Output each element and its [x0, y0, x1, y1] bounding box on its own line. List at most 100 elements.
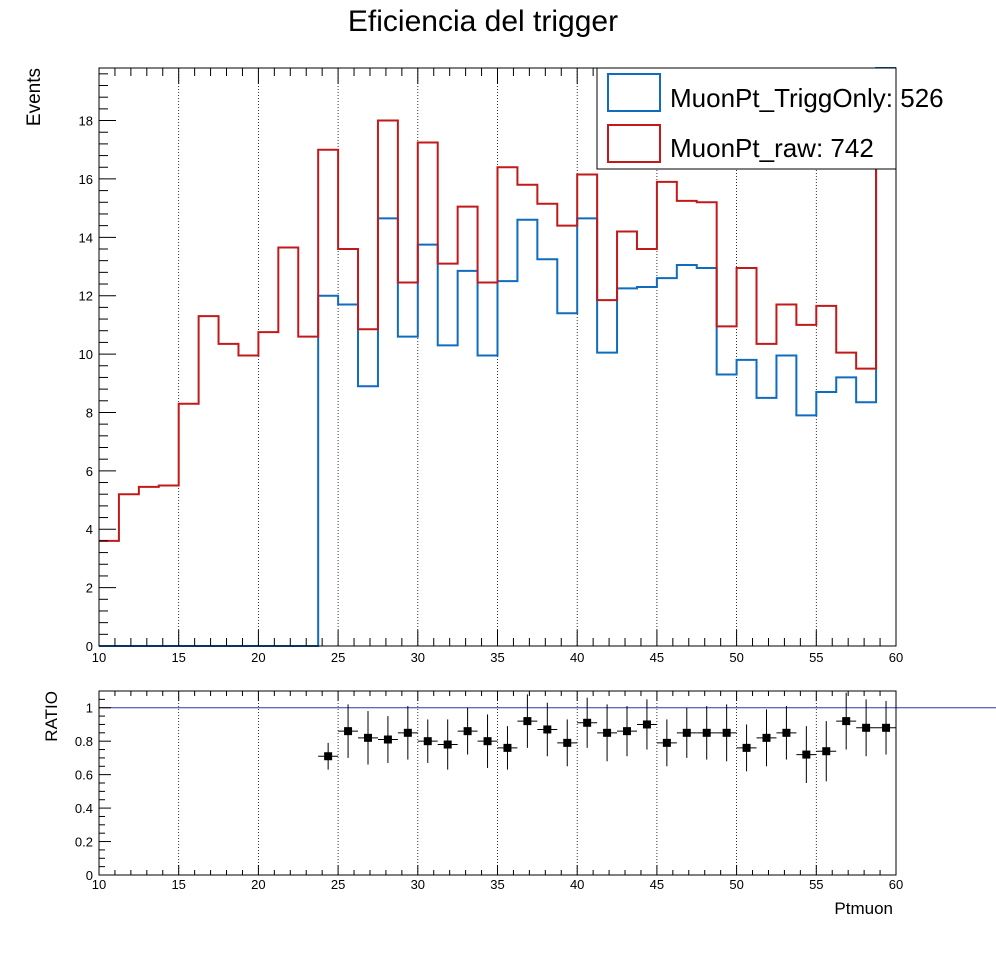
y-tick-label: 0.4 [75, 801, 93, 816]
ratio-marker [722, 728, 731, 737]
ratio-marker [762, 733, 771, 742]
x-tick-label: 50 [729, 877, 743, 892]
ratio-point [537, 702, 558, 757]
x-grid [178, 691, 817, 875]
ratio-marker [423, 737, 432, 746]
ratio-marker [802, 750, 811, 759]
ratio-marker [822, 747, 831, 756]
ratio-marker [443, 740, 452, 749]
y-tick-label: 0 [86, 868, 93, 883]
x-tick-label: 15 [171, 650, 185, 665]
ratio-marker [662, 738, 671, 747]
ratio-marker [603, 728, 612, 737]
ratio-marker [682, 728, 691, 737]
ratio-marker [862, 723, 871, 732]
x-tick-label: 10 [92, 650, 106, 665]
ratio-point [736, 724, 757, 772]
x-tick-label: 40 [570, 650, 584, 665]
ratio-marker [503, 743, 512, 752]
ratio-point [756, 709, 777, 767]
ratio-marker [583, 718, 592, 727]
histogram-outline [99, 119, 896, 542]
y-tick-label: 0.2 [75, 835, 93, 850]
y-tick-label: 2 [86, 581, 93, 596]
y-tick-label: 1 [86, 701, 93, 716]
y-axis-label: Events [24, 68, 45, 126]
ratio-point [876, 701, 896, 755]
ratio-point [497, 726, 518, 770]
series-raw [99, 119, 896, 542]
ratio-marker [543, 725, 552, 734]
ratio-marker [463, 727, 472, 736]
ratio-point [457, 707, 478, 755]
y-tick-label: 8 [86, 405, 93, 420]
histogram-series [99, 67, 896, 647]
x-tick-label: 55 [809, 877, 823, 892]
ratio-point [856, 699, 877, 757]
x-tick-label: 50 [729, 650, 743, 665]
ratio-point [358, 711, 378, 765]
y-tick-label: 12 [79, 289, 93, 304]
ratio-point [776, 706, 797, 760]
ratio-marker [642, 720, 651, 729]
series-triggonly [99, 67, 896, 647]
y-tick-label: 6 [86, 464, 93, 479]
ratio-point [417, 719, 438, 763]
x-tick-label: 25 [331, 650, 345, 665]
ratio-point [338, 704, 359, 758]
ratio-point [577, 697, 598, 748]
ratio-point [656, 719, 677, 767]
ratio-marker [842, 717, 851, 726]
y-axis: 0 2 4 6 8 10 12 14 16 18 [79, 73, 116, 654]
x-tick-label: 10 [92, 877, 106, 892]
y-axis: 0 0.2 0.4 0.6 0.8 1 [75, 690, 111, 883]
y-tick-label: 14 [79, 230, 93, 245]
ratio-marker [882, 723, 891, 732]
ratio-marker [523, 717, 532, 726]
y-tick-label: 4 [86, 522, 93, 537]
x-tick-label: 30 [411, 650, 425, 665]
legend: MuonPt_TriggOnly: 526 MuonPt_raw: 742 [596, 67, 944, 170]
x-tick-label: 60 [889, 650, 903, 665]
y-tick-label: 0.8 [75, 734, 93, 749]
ratio-panel: 10 15 20 25 30 35 40 45 50 55 60 0 0.2 0.4 0.6 0.8 1 RA… [42, 690, 996, 918]
x-tick-label: 15 [171, 877, 185, 892]
ratio-point [716, 704, 737, 762]
ratio-point [597, 704, 618, 762]
y-tick-label: 16 [79, 172, 93, 187]
ratio-point [676, 707, 697, 758]
x-tick-label: 45 [650, 650, 664, 665]
legend-box [596, 67, 897, 170]
x-tick-label: 30 [411, 877, 425, 892]
ratio-point [318, 742, 339, 770]
ratio-point [477, 714, 498, 768]
x-tick-label: 60 [889, 877, 903, 892]
y-tick-label: 10 [79, 347, 93, 362]
ratio-point [816, 721, 837, 782]
x-tick-label: 35 [490, 877, 504, 892]
ratio-point [696, 706, 717, 760]
ratio-marker [782, 728, 791, 737]
ratio-marker [702, 728, 711, 737]
x-tick-label: 45 [650, 877, 664, 892]
ratio-marker [742, 743, 751, 752]
ratio-marker [623, 727, 632, 736]
ratio-points [318, 692, 896, 783]
ratio-marker [403, 728, 412, 737]
chart-title: Eficiencia del trigger [348, 5, 618, 38]
y-tick-label: 18 [79, 114, 93, 129]
ratio-point [397, 706, 418, 760]
x-tick-label: 20 [251, 877, 265, 892]
x-tick-label: 40 [570, 877, 584, 892]
legend-swatch-triggonly [607, 73, 661, 112]
ratio-marker [563, 738, 572, 747]
ratio-marker [344, 727, 353, 736]
histogram-outline [99, 67, 896, 647]
histogram-panel: 10 15 20 25 30 35 40 45 50 55 60 0 2 4 6 8 10 12 14 16 18 E… [24, 67, 944, 665]
x-axis-label: Ptmuon [834, 899, 893, 918]
ratio-marker [363, 733, 372, 742]
legend-label-raw: MuonPt_raw: 742 [670, 133, 874, 163]
ratio-marker [383, 735, 392, 744]
ratio-point [437, 719, 458, 770]
